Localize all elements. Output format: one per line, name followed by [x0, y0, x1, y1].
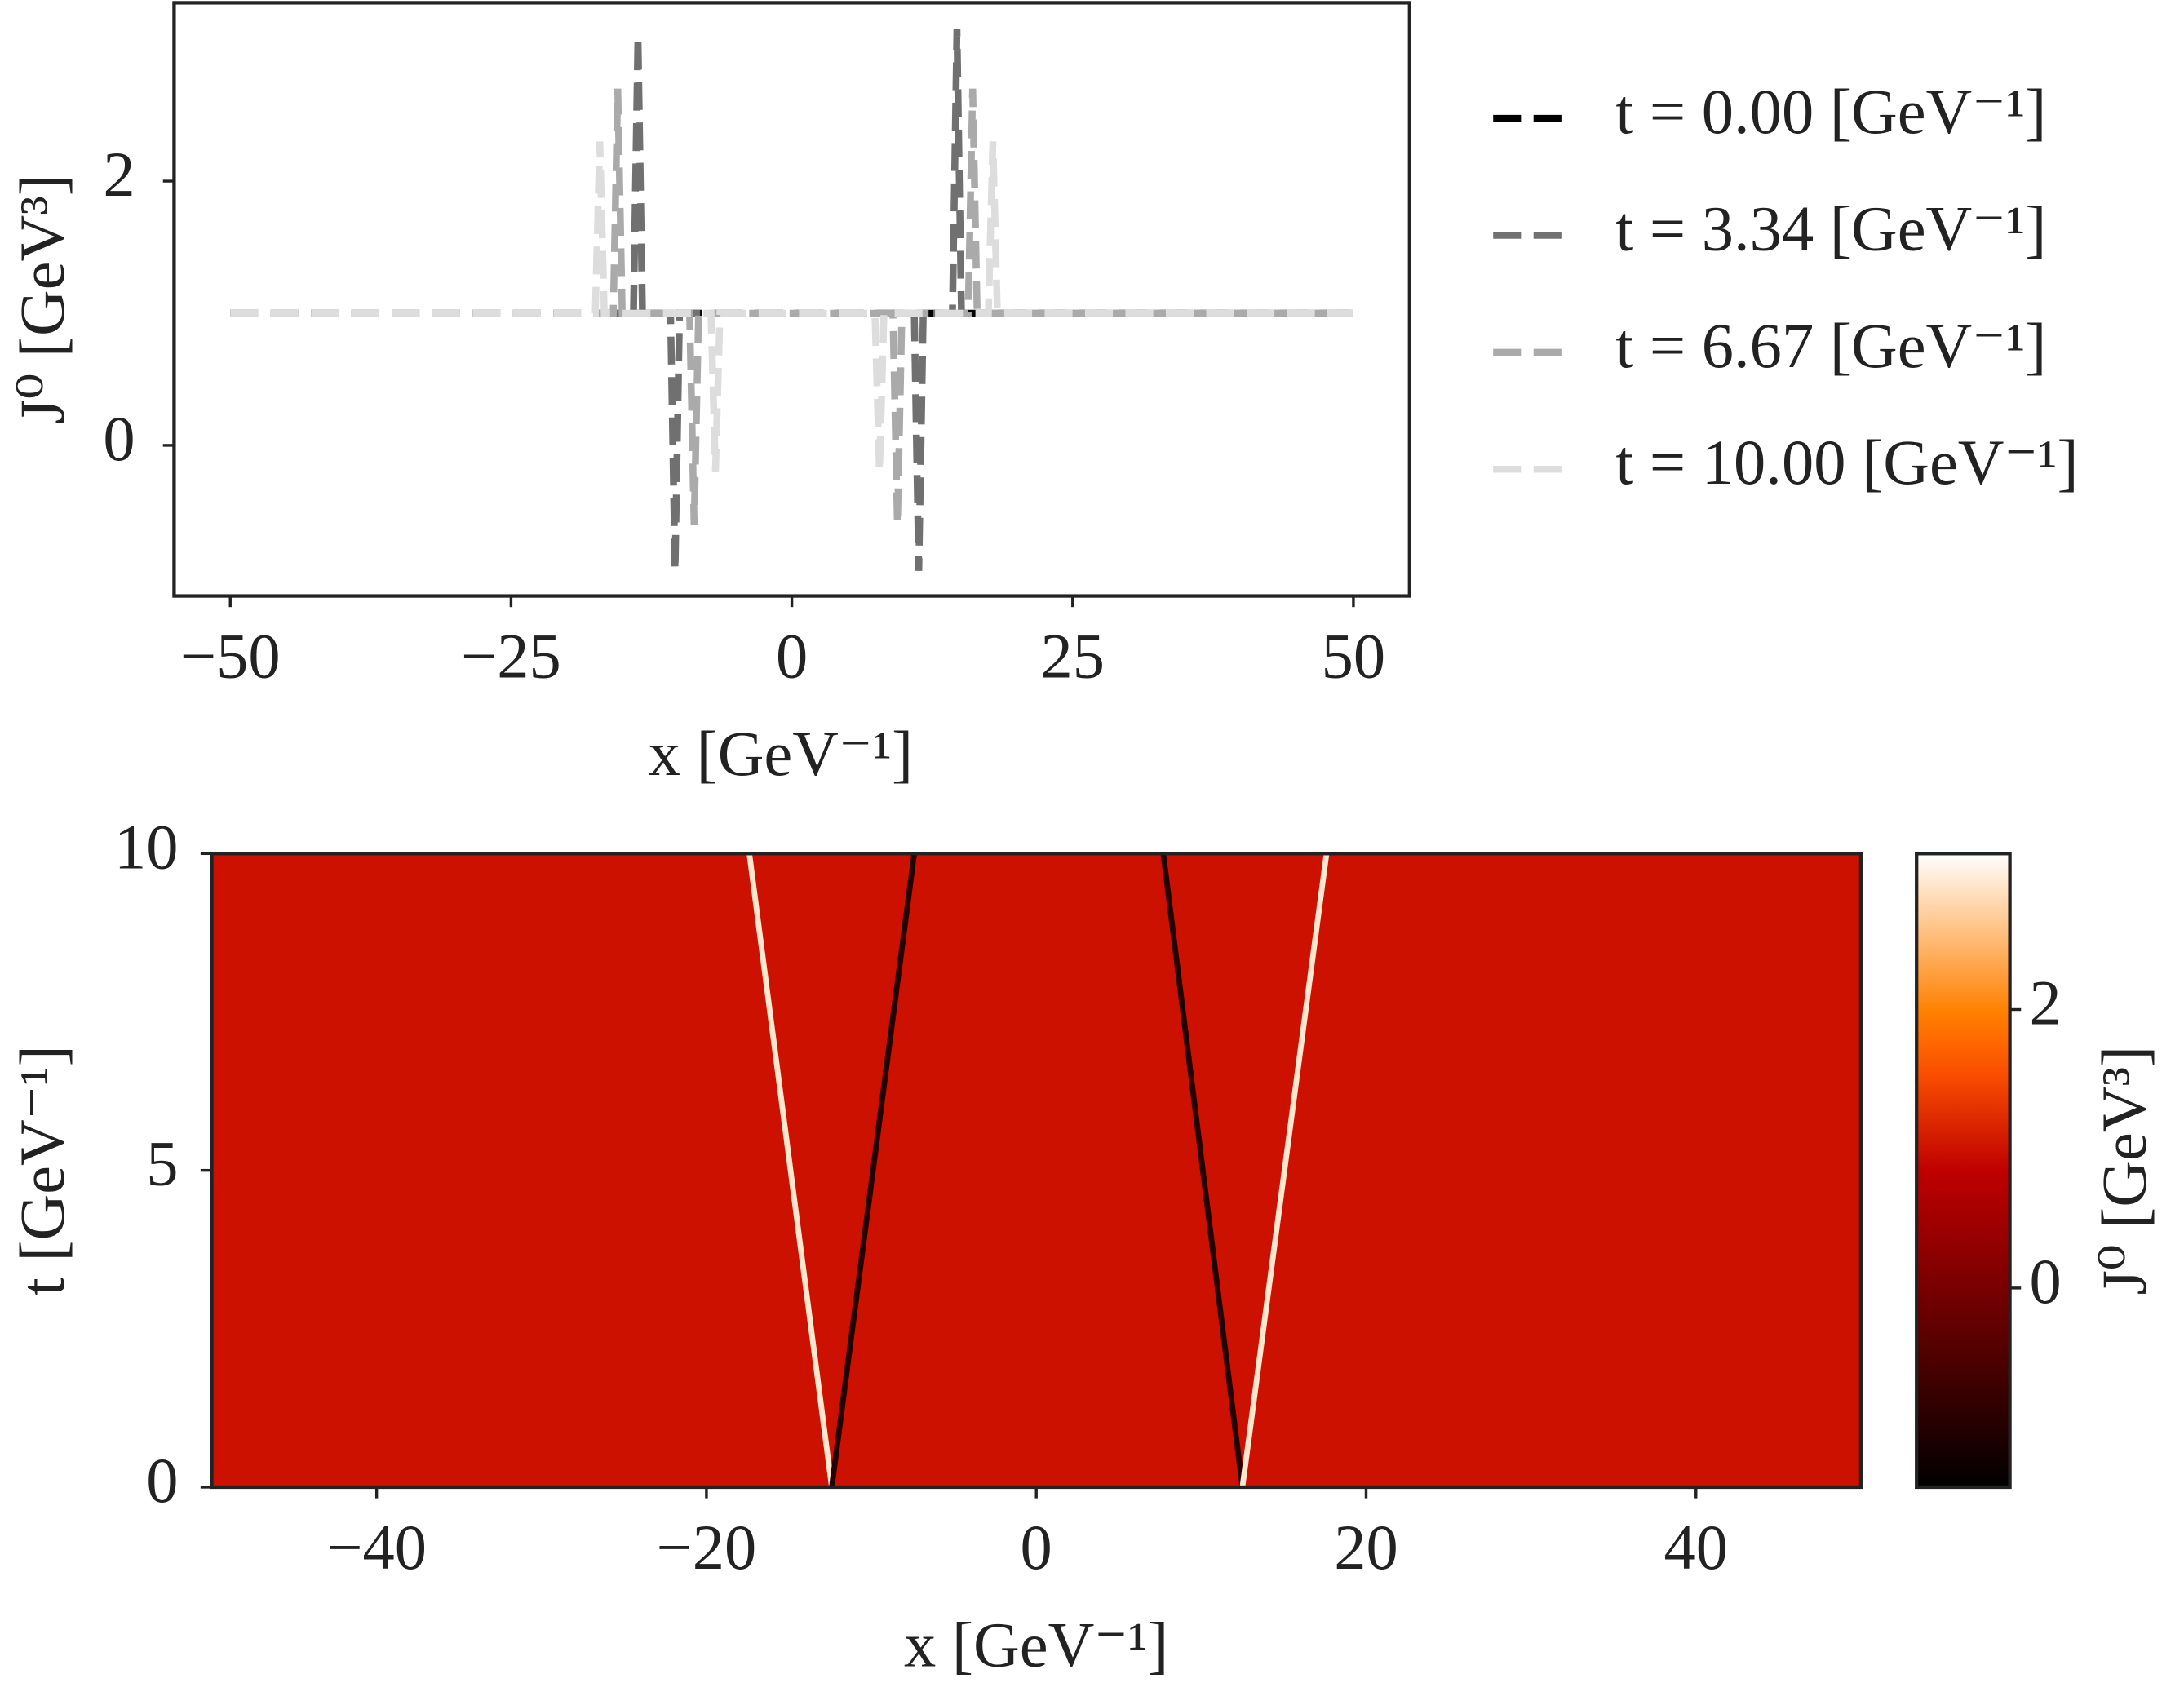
colorbar-tick-label: 2 [2029, 968, 2061, 1038]
series-line [230, 141, 1353, 472]
x-tick-label: 40 [1664, 1512, 1729, 1583]
x-tick-label: −20 [657, 1512, 757, 1583]
heatmap-front [1160, 852, 1246, 1488]
series-line [230, 29, 1353, 571]
x-tick-label: 0 [1021, 1512, 1052, 1583]
x-axis-label: x [GeV⁻¹] [649, 718, 913, 789]
heatmap-background [211, 853, 1861, 1487]
legend-label: t = 10.00 [GeV⁻¹] [1615, 427, 2078, 498]
y-axis-label: J⁰ [GeV³] [7, 175, 78, 424]
heatmap-front [1239, 852, 1330, 1488]
y-tick-label: 10 [114, 811, 179, 882]
x-tick-label: 25 [1040, 621, 1105, 692]
x-tick-label: 0 [776, 621, 808, 692]
y-tick-label: 2 [103, 139, 135, 210]
colorbar [1915, 852, 2012, 1490]
y-tick-label: 0 [146, 1445, 178, 1516]
series-line [230, 88, 1353, 525]
y-tick-label: 0 [103, 403, 135, 474]
legend-label: t = 3.34 [GeV⁻¹] [1615, 193, 2046, 263]
colorbar-tick-label: 0 [2029, 1246, 2061, 1317]
x-axis-label: x [GeV⁻¹] [904, 1609, 1168, 1680]
y-axis-label: t [GeV⁻¹] [7, 1045, 78, 1295]
legend-label: t = 0.00 [GeV⁻¹] [1615, 76, 2046, 147]
x-tick-label: 50 [1322, 621, 1386, 692]
x-tick-label: −40 [326, 1512, 427, 1583]
heatmap-front [829, 852, 918, 1488]
plot-frame [172, 1, 1411, 598]
x-tick-label: −50 [180, 621, 281, 692]
x-tick-label: 20 [1334, 1512, 1398, 1583]
y-tick-label: 5 [146, 1128, 178, 1199]
legend-label: t = 6.67 [GeV⁻¹] [1615, 310, 2046, 381]
heatmap-front [746, 852, 835, 1488]
colorbar-label: J⁰ [GeV³] [2089, 1046, 2160, 1295]
x-tick-label: −25 [461, 621, 561, 692]
